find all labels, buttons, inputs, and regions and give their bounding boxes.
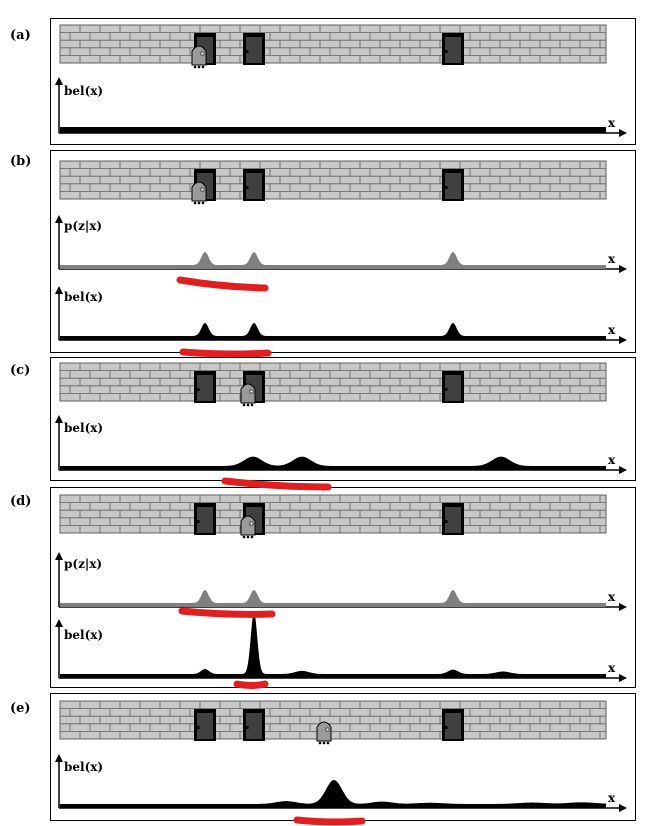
door-icon bbox=[243, 709, 265, 741]
belief-plot: bel(x) x bbox=[55, 612, 627, 682]
x-axis-label: x bbox=[608, 116, 616, 130]
belief-plot: bel(x) x bbox=[55, 754, 627, 812]
door-icon bbox=[243, 33, 265, 65]
robot-icon bbox=[240, 515, 256, 539]
door-icon bbox=[194, 371, 216, 403]
panel-label-d: (d) bbox=[10, 494, 32, 509]
red-annotation-stroke bbox=[233, 680, 269, 689]
belief-curve bbox=[60, 456, 606, 470]
belief-plot: p(z|x) x bbox=[55, 215, 627, 273]
red-annotation-stroke bbox=[293, 816, 366, 826]
y-axis-label: bel(x) bbox=[64, 760, 103, 774]
x-axis-label: x bbox=[608, 453, 616, 467]
belief-curve bbox=[60, 780, 606, 808]
brick-wall bbox=[59, 24, 607, 69]
brick-wall bbox=[59, 700, 607, 745]
robot-icon bbox=[240, 383, 256, 407]
brick-wall bbox=[59, 362, 607, 407]
belief-plot: bel(x) x bbox=[55, 77, 627, 137]
x-axis-label: x bbox=[608, 791, 616, 805]
brick-wall bbox=[59, 494, 607, 539]
door-icon bbox=[442, 503, 464, 535]
x-axis-label: x bbox=[608, 661, 616, 675]
door-icon bbox=[442, 709, 464, 741]
x-axis-label: x bbox=[608, 590, 616, 604]
belief-curve bbox=[60, 252, 606, 269]
door-icon bbox=[442, 169, 464, 201]
y-axis-label: bel(x) bbox=[64, 421, 103, 435]
door-icon bbox=[442, 371, 464, 403]
x-axis-label: x bbox=[608, 252, 616, 266]
door-icon bbox=[194, 503, 216, 535]
brick-wall bbox=[59, 160, 607, 205]
door-icon bbox=[243, 169, 265, 201]
door-icon bbox=[442, 33, 464, 65]
panel-label-e: (e) bbox=[10, 701, 31, 716]
red-annotation-stroke bbox=[179, 348, 272, 358]
y-axis-label: bel(x) bbox=[64, 290, 103, 304]
y-axis-label: p(z|x) bbox=[64, 219, 102, 233]
panel-label-c: (c) bbox=[10, 363, 31, 378]
belief-curve bbox=[60, 612, 606, 678]
belief-plot: bel(x) x bbox=[55, 415, 627, 474]
belief-curve bbox=[60, 590, 606, 607]
belief-plot: p(z|x) x bbox=[55, 552, 627, 611]
y-axis-label: bel(x) bbox=[64, 628, 103, 642]
x-axis-label: x bbox=[608, 323, 616, 337]
belief-curve bbox=[60, 323, 606, 340]
red-annotation-stroke bbox=[176, 276, 269, 292]
door-icon bbox=[194, 709, 216, 741]
y-axis-label: bel(x) bbox=[64, 84, 103, 98]
robot-icon bbox=[191, 181, 207, 205]
robot-icon bbox=[191, 45, 207, 69]
robot-icon bbox=[316, 721, 332, 745]
y-axis-label: p(z|x) bbox=[64, 557, 102, 571]
panel-label-a: (a) bbox=[10, 28, 31, 43]
panel-label-b: (b) bbox=[10, 154, 32, 169]
red-annotation-stroke bbox=[178, 607, 276, 618]
belief-plot: bel(x) x bbox=[55, 286, 627, 344]
belief-curve bbox=[60, 127, 606, 133]
red-annotation-stroke bbox=[221, 477, 332, 491]
